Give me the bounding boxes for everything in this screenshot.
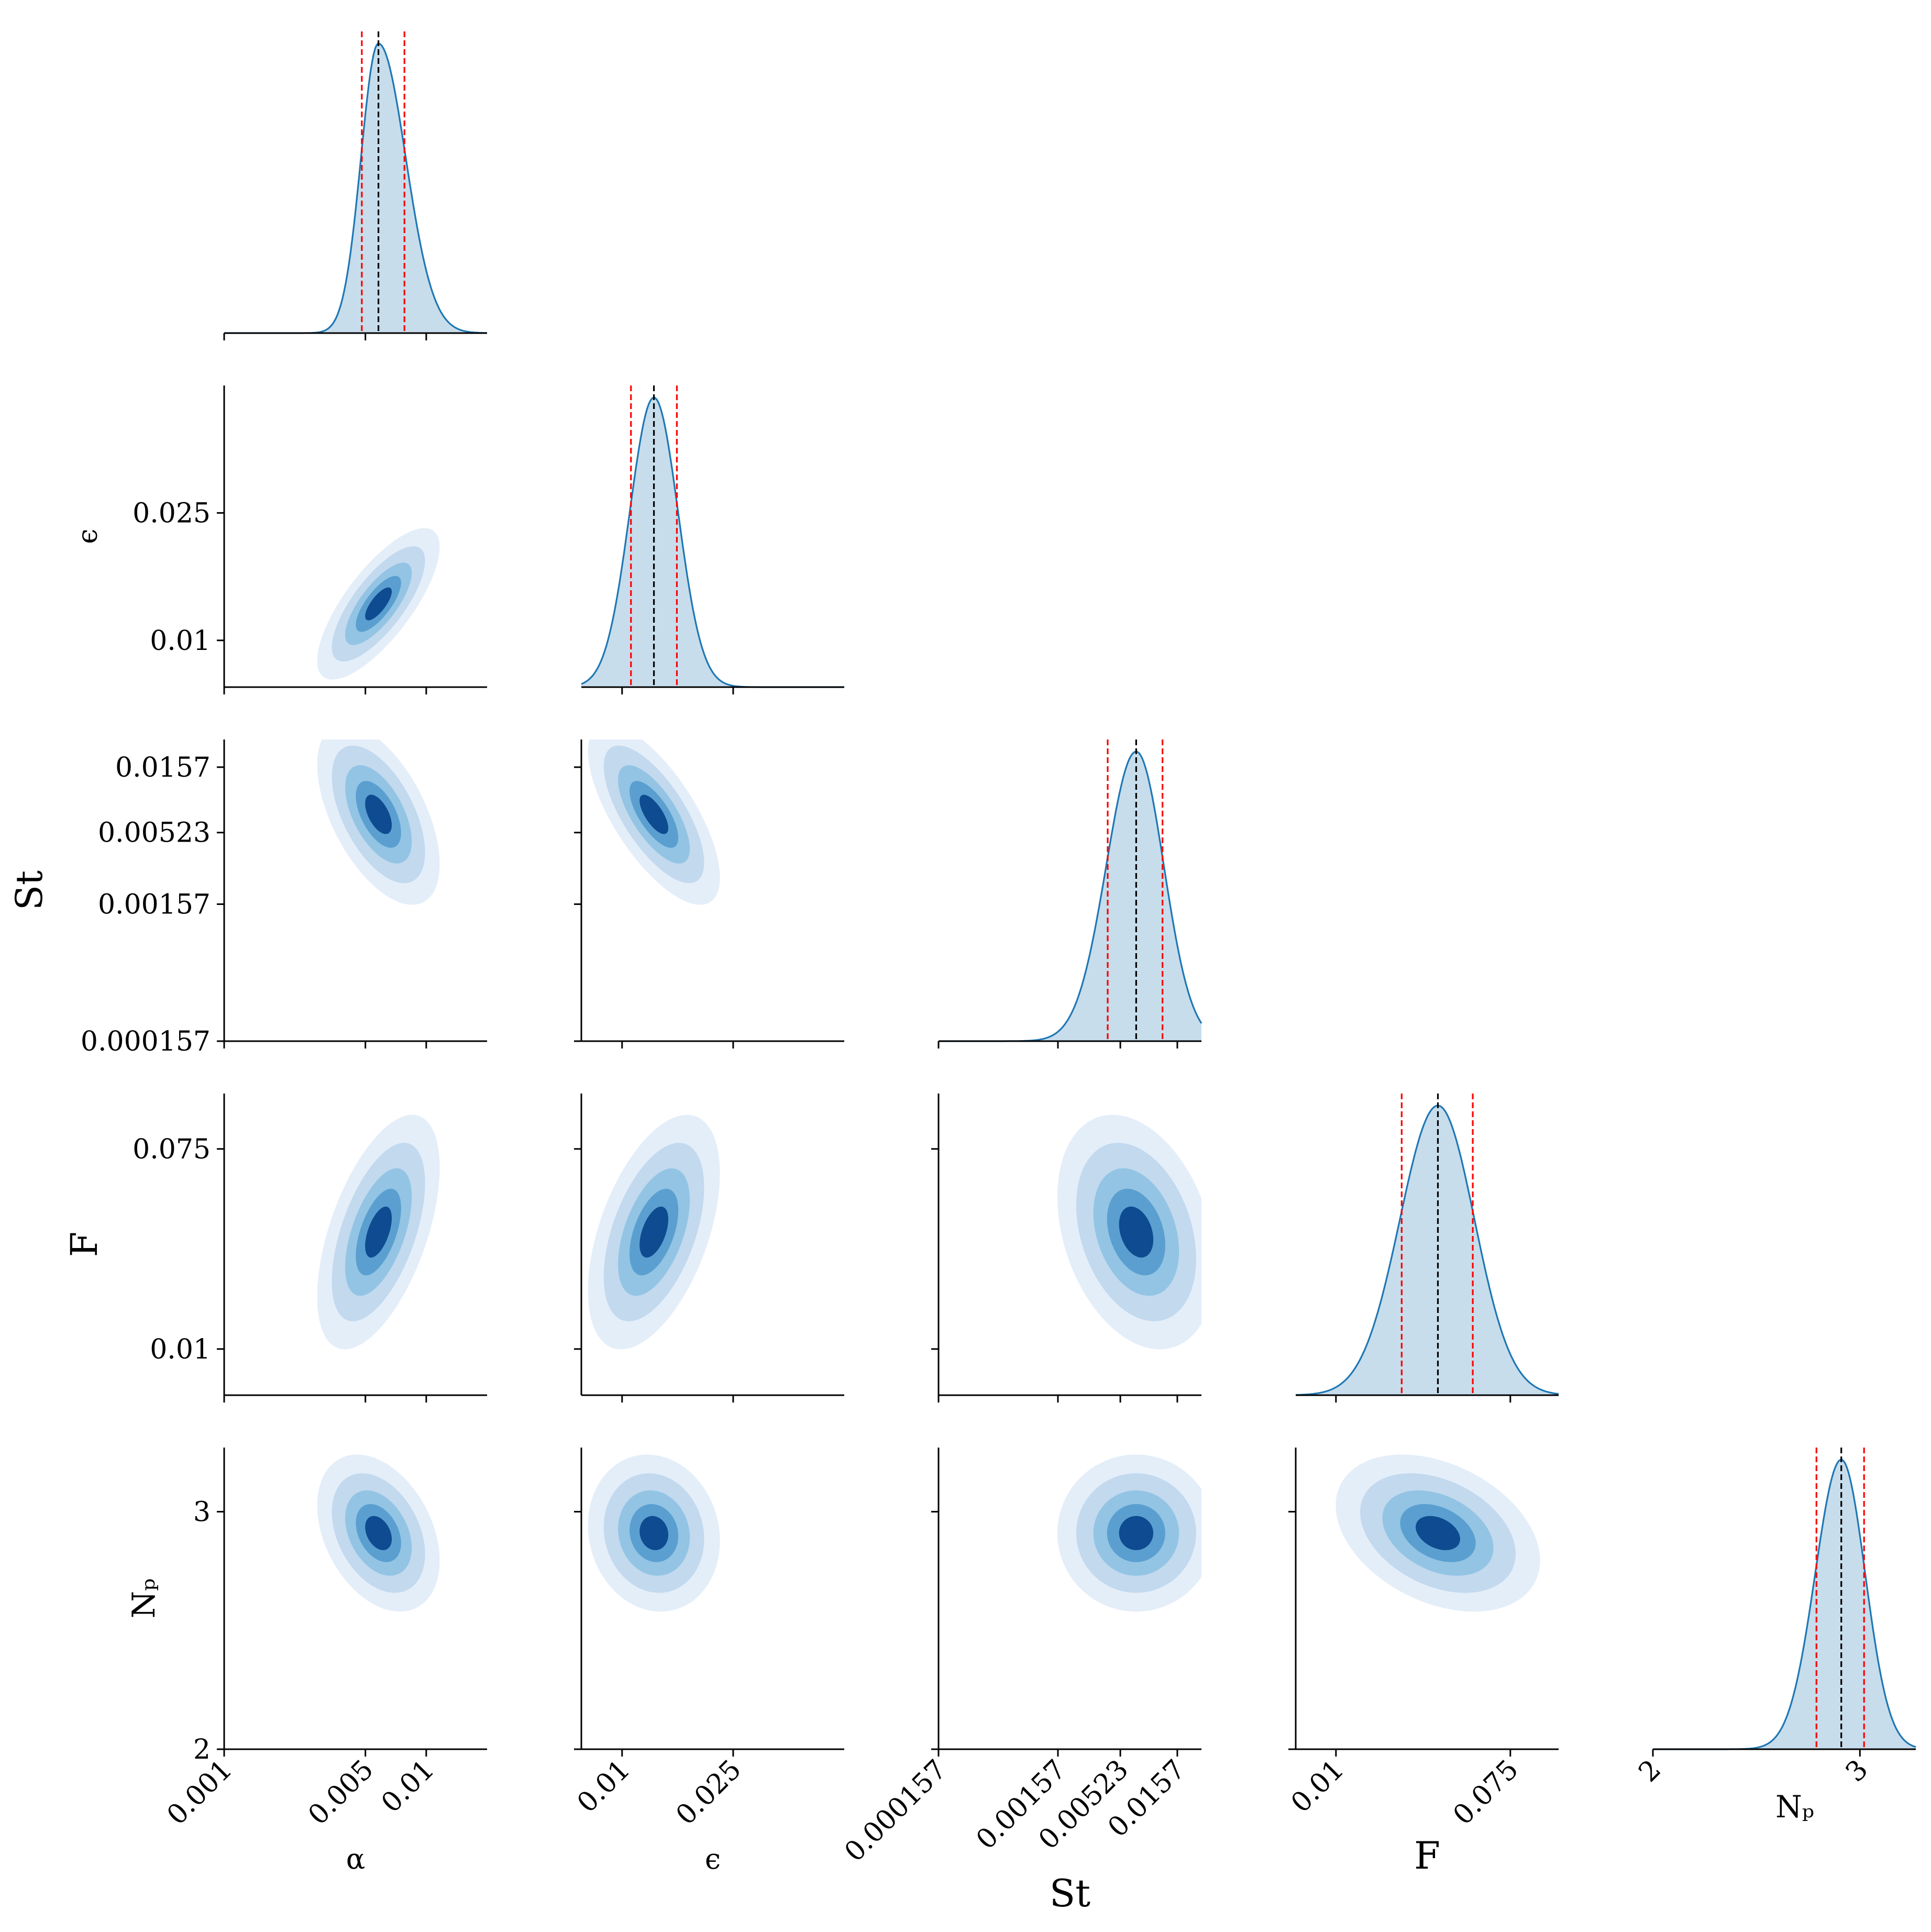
contour-group <box>1336 1454 1540 1612</box>
contour-group <box>588 1114 720 1350</box>
x-axis-label-alpha: α <box>346 1842 365 1875</box>
x-axis-label-np: Nₚ <box>1775 1789 1814 1825</box>
y-axis-label-f: F <box>63 1232 106 1257</box>
contour-group <box>317 528 440 680</box>
joint-alpha-vs-epsilon: 0.01 0.025 <box>133 385 487 694</box>
y-tick-label: 3 <box>193 1496 211 1528</box>
x-tick-label: 0.01 <box>1285 1754 1350 1819</box>
density-fill-np <box>1653 1460 1916 1749</box>
x-axis-label-st: St <box>1050 1871 1090 1915</box>
y-axis-label-np: Nₚ <box>126 1578 162 1619</box>
joint-alpha-vs-f: 0.01 0.075 <box>133 1094 487 1403</box>
joint-epsilon-vs-np: 0.01 0.025 <box>571 1448 844 1831</box>
x-tick-label: 0.01 <box>571 1754 636 1819</box>
marginal-epsilon <box>581 385 844 694</box>
y-tick-label: 0.025 <box>133 498 211 529</box>
x-tick-label: 0.075 <box>1447 1754 1525 1831</box>
x-tick-label: 0.01 <box>376 1754 440 1819</box>
joint-epsilon-vs-f <box>574 1094 844 1403</box>
marginal-st <box>937 739 1202 1048</box>
density-contour-level-5 <box>365 587 392 621</box>
x-axis-label-f: F <box>1414 1834 1440 1878</box>
density-contour-level-5 <box>1119 1516 1154 1550</box>
x-tick-label: 3 <box>1840 1754 1874 1789</box>
x-tick-label: 0.000157 <box>838 1754 953 1868</box>
y-tick-label: 0.00523 <box>98 818 211 849</box>
density-contour-level-5 <box>639 794 668 834</box>
density-contour-level-5 <box>365 1516 392 1550</box>
x-tick-label: 0.005 <box>302 1754 380 1831</box>
density-contour-level-5 <box>365 794 392 834</box>
density-contour-level-5 <box>639 1516 669 1550</box>
y-tick-label: 0.01 <box>150 625 211 657</box>
contour-group <box>317 739 440 905</box>
marginal-alpha <box>223 31 488 340</box>
density-contour-level-5 <box>1119 1206 1154 1258</box>
joint-st-vs-f <box>931 1094 1201 1403</box>
joint-f-vs-np: 0.01 0.075 <box>1285 1448 1559 1831</box>
joint-epsilon-vs-st <box>574 739 844 1048</box>
y-tick-label: 0.000157 <box>81 1026 211 1057</box>
density-line-f <box>1295 1105 1559 1396</box>
contour-group <box>317 1114 440 1350</box>
x-axis-label-epsilon: ϵ <box>705 1842 721 1875</box>
y-tick-label: 0.0157 <box>115 752 211 783</box>
joint-alpha-vs-st: 0.000157 0.00157 0.00523 0.0157 <box>81 739 487 1057</box>
density-fill-epsilon <box>581 398 844 687</box>
marginal-f <box>1295 1094 1559 1403</box>
contour-group <box>588 1454 720 1612</box>
contour-group <box>317 1454 440 1612</box>
y-tick-label: 0.075 <box>133 1134 211 1165</box>
contour-group <box>588 739 720 905</box>
x-tick-label: 2 <box>1632 1754 1667 1789</box>
density-contour-level-5 <box>1416 1516 1460 1550</box>
contour-group <box>1057 1114 1201 1350</box>
y-tick-label: 0.01 <box>150 1334 211 1365</box>
density-fill-f <box>1296 1106 1559 1395</box>
density-fill-alpha <box>224 43 487 334</box>
density-contour-level-5 <box>639 1206 668 1258</box>
y-tick-label: 2 <box>193 1734 211 1765</box>
density-contour-level-5 <box>365 1206 392 1258</box>
y-axis-label-epsilon: ϵ <box>72 528 104 544</box>
x-tick-label: 0.025 <box>670 1754 747 1831</box>
contour-group <box>1057 1454 1201 1612</box>
y-axis-label-st: St <box>8 870 51 910</box>
y-tick-label: 0.00157 <box>98 889 211 920</box>
